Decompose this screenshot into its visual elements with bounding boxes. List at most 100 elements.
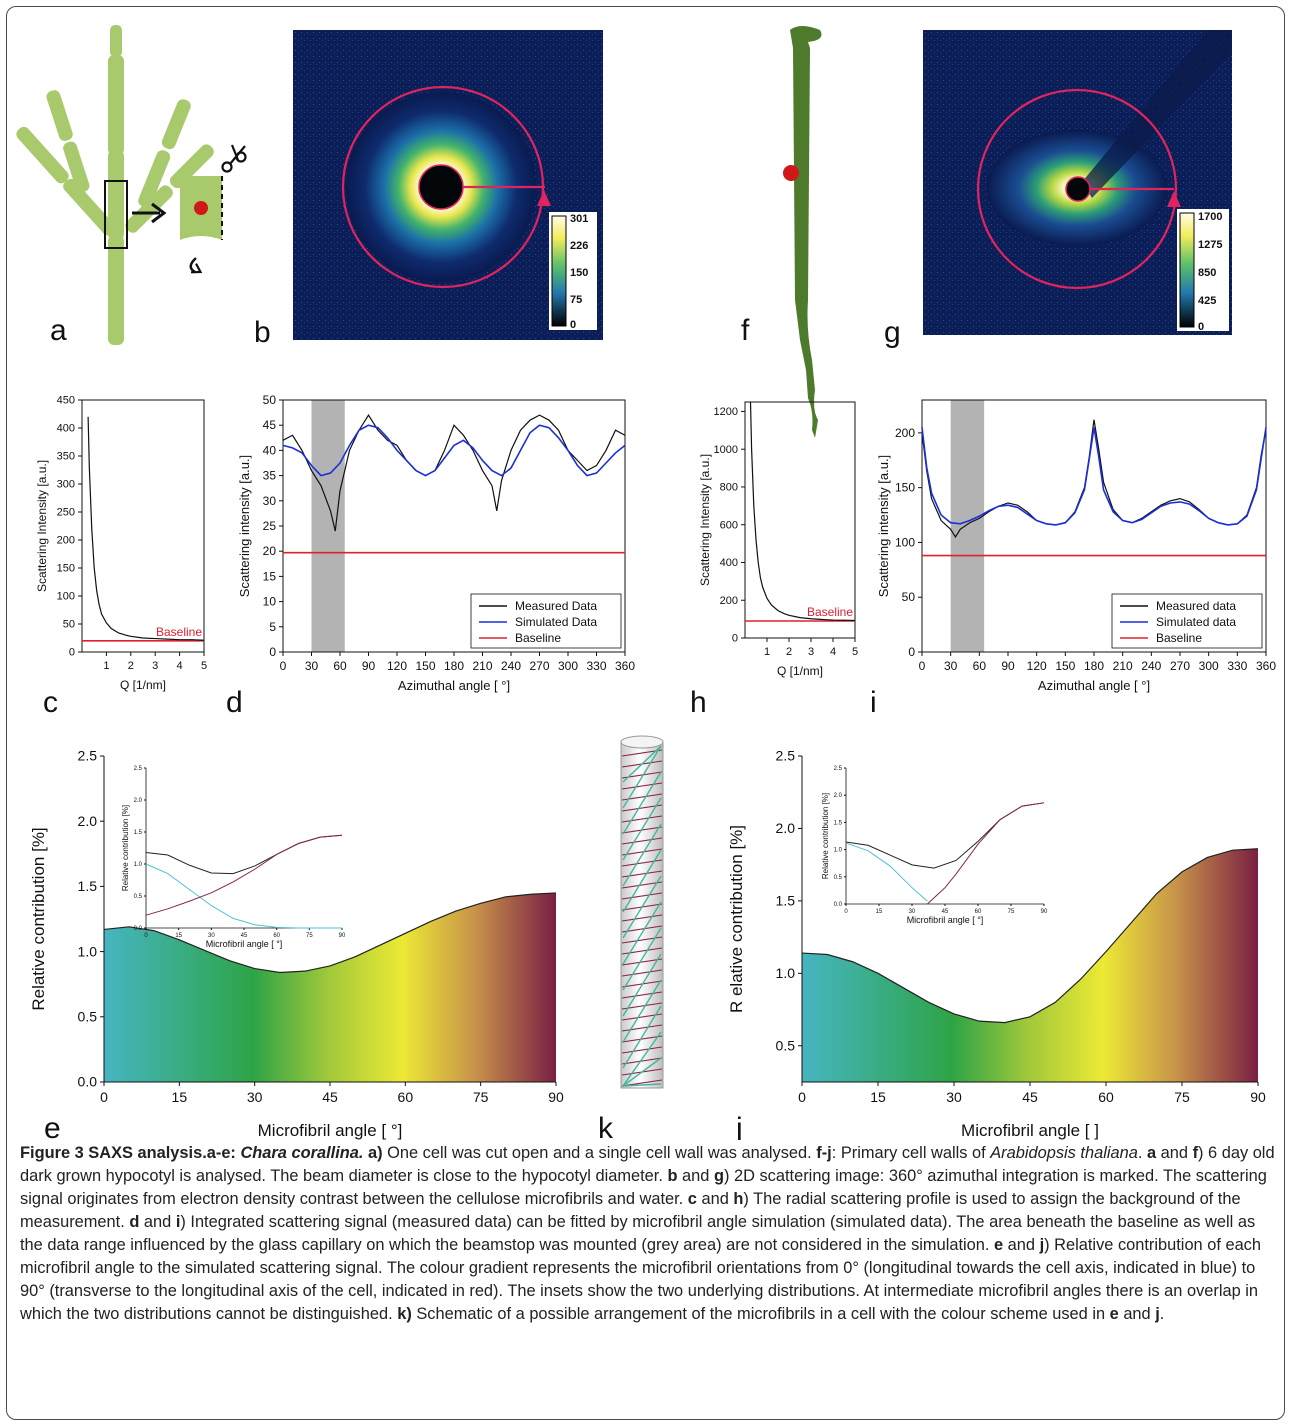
panel-label-g: g <box>884 316 901 349</box>
chart-h: 1 2 3 4 5 0 200 400 600 800 1000 1200 Q [1/nm] Scatte… <box>698 401 858 678</box>
inset-x-tick-label: 75 <box>306 933 313 939</box>
x-axis-label: Q [1/nm] <box>120 678 166 692</box>
caption-species: Chara corallina. <box>240 1144 364 1162</box>
inset-longitudinal-curve <box>845 842 928 902</box>
y-tick-label: 1.0 <box>776 965 796 981</box>
y-tick-label: 2.0 <box>776 820 796 836</box>
inset-x-tick-label: 0 <box>844 909 848 915</box>
y-tick-label: 800 <box>720 482 738 494</box>
y-tick-label: 100 <box>895 535 915 549</box>
y-tick-label: 1.5 <box>776 893 796 909</box>
caption-text: ) Relative contribution of each microfib… <box>20 1236 1261 1323</box>
transverse-microfibril <box>621 1035 663 1043</box>
panel-label-a: a <box>50 314 67 347</box>
y-tick-label: 0.5 <box>78 1008 98 1024</box>
series-line-0 <box>282 413 626 532</box>
contribution-area <box>104 892 556 1082</box>
caption-ref: f <box>1192 1144 1199 1162</box>
y-tick-label: 0 <box>269 645 276 659</box>
longitudinal-microfibril <box>622 771 662 835</box>
x-tick-label: 0 <box>100 1089 108 1105</box>
colorbar-b-tick: 75 <box>570 294 582 306</box>
inset-x-axis-label: Microfibril angle [ °] <box>206 939 283 949</box>
x-tick-label: 90 <box>1250 1089 1266 1105</box>
y-tick-label: 25 <box>263 519 277 533</box>
x-tick-label: 5 <box>201 660 207 672</box>
colorbar-g-tick: 425 <box>1198 295 1216 307</box>
excluded-range <box>950 400 985 652</box>
legend-entry: Baseline <box>515 631 561 645</box>
longitudinal-microfibril <box>622 1057 662 1087</box>
x-tick-label: 90 <box>548 1089 564 1105</box>
panel-label-i: i <box>870 686 877 719</box>
x-tick-label: 1 <box>764 646 770 658</box>
x-tick-label: 150 <box>415 659 435 673</box>
plot-frame <box>81 399 205 653</box>
x-tick-label: 60 <box>973 659 987 673</box>
chart-e: 0 15 30 45 60 75 90 0.0 0.5 1.0 1.5 2.0 2.5 Microfibr… <box>29 748 564 1140</box>
x-tick-label: 15 <box>172 1089 188 1105</box>
x-tick-label: 270 <box>529 659 549 673</box>
x-tick-label: 330 <box>1227 659 1247 673</box>
transverse-microfibril <box>621 1024 663 1032</box>
x-axis-label: Q [1/nm] <box>777 664 823 678</box>
inset-y-tick-label: 2.0 <box>134 798 143 804</box>
caption-ref: j <box>1155 1305 1160 1323</box>
y-tick-label: 600 <box>720 519 738 531</box>
y-tick-label: 1000 <box>714 444 738 456</box>
x-tick-label: 240 <box>501 659 521 673</box>
longitudinal-microfibril <box>622 849 662 913</box>
inset-y-axis-label: Relative contribution [%] <box>821 793 830 879</box>
x-axis-label: Microfibril angle [ ] <box>961 1121 1099 1140</box>
caption-text: . <box>1137 1144 1147 1162</box>
panel-f-illustration <box>783 26 822 438</box>
caption-ref: a <box>1146 1144 1157 1162</box>
x-tick-label: 300 <box>1199 659 1219 673</box>
transverse-microfibril <box>621 1057 663 1065</box>
longitudinal-microfibril <box>622 745 662 783</box>
inset-y-tick-label: 0.5 <box>134 894 143 900</box>
y-tick-label: 30 <box>263 494 277 508</box>
inset-y-tick-label: 1.0 <box>834 848 843 854</box>
panel-label-f: f <box>741 314 750 347</box>
caption-ref: i <box>175 1213 181 1231</box>
y-tick-label: 20 <box>263 544 277 558</box>
y-axis-label: R elative contribution [%] <box>727 825 746 1013</box>
x-tick-label: 30 <box>247 1089 263 1105</box>
legend-entry: Simulated data <box>1156 615 1236 629</box>
caption-ref: f-j <box>816 1144 832 1162</box>
x-tick-label: 210 <box>1113 659 1133 673</box>
transverse-microfibril <box>621 815 663 823</box>
transverse-microfibril <box>621 958 663 966</box>
caption-text: and <box>1003 1236 1040 1254</box>
y-tick-label: 50 <box>63 619 75 631</box>
y-axis-label: Scattering Intensity [a.u.] <box>35 460 49 592</box>
inset-y-tick-label: 2.5 <box>134 766 143 772</box>
transverse-microfibril <box>621 969 663 977</box>
beam-spot <box>194 201 208 215</box>
series-line <box>87 416 205 641</box>
caption-text: and <box>1118 1305 1156 1323</box>
caption-text: ) 2D scattering image: 360° azimuthal in… <box>20 1167 1267 1208</box>
x-tick-label: 15 <box>870 1089 886 1105</box>
baseline-annotation: Baseline <box>156 625 202 639</box>
x-tick-label: 2 <box>786 646 792 658</box>
transverse-microfibril <box>621 782 663 790</box>
colorbar-g-tick: 1700 <box>1198 211 1222 223</box>
colorbar-b-tick: 301 <box>570 213 588 225</box>
colorbar-b-tick: 226 <box>570 240 588 252</box>
inset-x-tick-label: 90 <box>339 933 346 939</box>
colorbar-b-tick: 150 <box>570 267 588 279</box>
caption-text: ) The radial scattering profile is used … <box>20 1190 1241 1231</box>
y-tick-label: 0 <box>732 633 738 645</box>
panel-label-k: k <box>598 1112 614 1140</box>
x-tick-label: 30 <box>305 659 319 673</box>
transverse-microfibril <box>621 837 663 845</box>
y-axis-label: Scattering intensity [a.u.] <box>876 455 891 597</box>
panel-g-scattering-image <box>923 30 1232 335</box>
inset-y-tick-label: 0.0 <box>834 902 843 908</box>
y-axis-label: Scattering Intensity [a.u.] <box>698 454 712 586</box>
inset-total-curve <box>145 834 343 875</box>
caption-text: and <box>1156 1144 1193 1162</box>
longitudinal-microfibril <box>622 797 662 861</box>
